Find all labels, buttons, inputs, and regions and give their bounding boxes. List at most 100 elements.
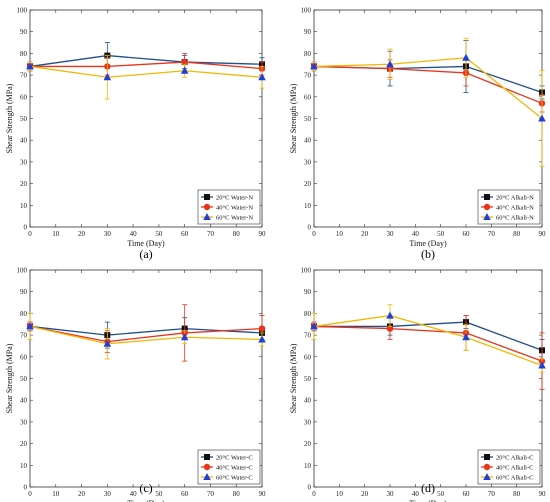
legend-marker	[203, 203, 211, 211]
series-line	[313, 314, 543, 367]
data-point	[258, 325, 266, 332]
legend: 20°C Alkali-N 40°C Alkali-N 60°C Alkali-N	[477, 189, 541, 225]
x-tick-label: 90	[259, 490, 267, 498]
data-point	[462, 53, 470, 61]
x-tick-label: 40	[130, 230, 138, 238]
series-60C	[310, 37, 546, 167]
x-tick-label: 40	[412, 490, 420, 498]
series-line	[29, 54, 263, 68]
data-point	[181, 58, 188, 66]
data-point	[26, 62, 34, 70]
legend-marker	[203, 213, 211, 220]
series-line	[29, 325, 263, 345]
data-point	[103, 339, 112, 347]
x-tick-label: 30	[104, 490, 112, 498]
y-tick-label: 40	[20, 397, 28, 405]
y-axis-label: Shear Strength (MPa)	[289, 343, 298, 413]
x-tick-label: 30	[387, 490, 395, 498]
data-point	[386, 60, 394, 68]
data-point	[258, 335, 266, 343]
y-tick-label: 90	[304, 288, 312, 296]
data-point	[103, 73, 112, 81]
x-tick-label: 60	[181, 230, 189, 238]
panel-caption: (a)	[139, 247, 152, 261]
chart-panel-2: 0 10 20 30 40 50 60 70 80 90 0 10 20 30 40 50 60 70 80 90 10…	[289, 7, 546, 262]
y-tick-label: 30	[304, 418, 312, 426]
y-tick-label: 0	[24, 224, 28, 232]
y-tick-label: 70	[20, 72, 28, 80]
x-tick-label: 0	[312, 490, 316, 498]
y-tick-label: 10	[20, 202, 28, 210]
y-tick-label: 40	[304, 397, 312, 405]
y-axis-label: Shear Strength (MPa)	[5, 343, 14, 413]
panel-caption: (b)	[421, 247, 435, 261]
x-tick-label: 90	[259, 230, 267, 238]
series-line	[30, 61, 263, 70]
x-tick-label: 90	[539, 490, 547, 498]
legend-marker	[203, 463, 211, 471]
x-tick-label: 60	[463, 490, 471, 498]
x-tick-label: 30	[104, 230, 112, 238]
series-60C	[310, 304, 546, 373]
y-tick-label: 60	[20, 353, 28, 361]
x-tick-label: 40	[130, 490, 138, 498]
x-tick-label: 90	[539, 230, 547, 238]
y-tick-label: 20	[20, 440, 28, 448]
y-tick-label: 70	[304, 72, 312, 80]
data-point	[310, 62, 318, 70]
legend-marker	[484, 454, 490, 460]
legend-marker	[484, 194, 490, 200]
y-tick-label: 30	[20, 158, 28, 166]
y-tick-label: 10	[20, 462, 28, 470]
y-tick-label: 70	[20, 332, 28, 340]
y-tick-label: 50	[304, 375, 312, 383]
data-point	[538, 361, 546, 369]
y-tick-label: 90	[20, 288, 28, 296]
panel-caption: (d)	[421, 481, 435, 495]
chart-panel-1: 0 10 20 30 40 50 60 70 80 90 0 10 20 30 40 50 60 70 80 90 10…	[5, 7, 266, 262]
y-tick-label: 50	[20, 115, 28, 123]
x-tick-label: 60	[181, 490, 189, 498]
legend-marker	[203, 473, 211, 480]
y-tick-label: 80	[20, 310, 28, 318]
x-tick-label: 70	[207, 230, 215, 238]
x-tick-label: 10	[52, 490, 60, 498]
legend-entry: 20°C Alkali-N	[496, 194, 534, 201]
y-tick-label: 10	[304, 202, 312, 210]
x-tick-label: 30	[387, 230, 395, 238]
x-tick-label: 50	[155, 490, 163, 498]
chart-panel-4: 0 10 20 30 40 50 60 70 80 90 0 10 20 30 40 50 60 70 80 90 10…	[289, 267, 546, 502]
data-point	[180, 66, 189, 74]
series-line	[314, 321, 543, 351]
y-tick-label: 90	[304, 28, 312, 36]
data-point	[258, 73, 266, 81]
x-tick-label: 20	[78, 490, 86, 498]
x-tick-label: 0	[28, 230, 32, 238]
y-axis-label: Shear Strength (MPa)	[289, 83, 298, 153]
data-point	[180, 333, 189, 341]
data-point	[310, 322, 318, 330]
data-point	[538, 114, 546, 122]
y-tick-label: 100	[17, 267, 28, 275]
x-tick-label: 0	[312, 230, 316, 238]
x-tick-label: 70	[207, 490, 215, 498]
legend-entry: 20°C Water-N	[216, 194, 253, 201]
y-tick-label: 10	[304, 462, 312, 470]
legend-entry: 40°C Alkali-N	[496, 204, 534, 211]
y-tick-label: 50	[304, 115, 312, 123]
x-tick-label: 60	[463, 230, 471, 238]
x-axis-label: Time (Day)	[409, 239, 447, 248]
y-tick-label: 80	[304, 310, 312, 318]
legend-marker	[204, 194, 210, 200]
chart-panel-3: 0 10 20 30 40 50 60 70 80 90 0 10 20 30 40 50 60 70 80 90 10…	[5, 267, 266, 502]
x-tick-label: 50	[437, 230, 445, 238]
x-tick-label: 20	[361, 230, 369, 238]
y-tick-label: 0	[308, 484, 312, 492]
y-tick-label: 80	[304, 50, 312, 58]
y-tick-label: 70	[304, 332, 312, 340]
data-point	[386, 325, 394, 332]
x-axis-label: Time (Day)	[409, 499, 447, 502]
y-tick-label: 0	[24, 484, 28, 492]
y-axis-label: Shear Strength (MPa)	[5, 83, 14, 153]
